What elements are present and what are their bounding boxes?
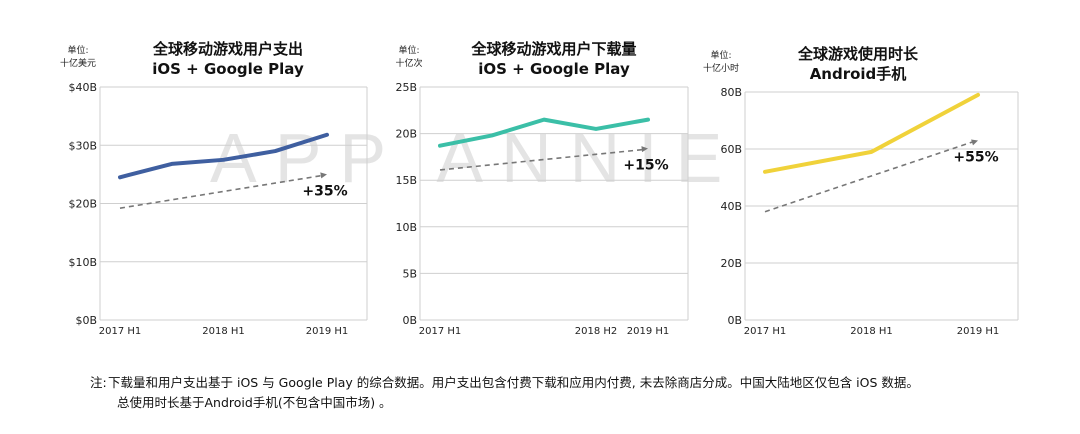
y-tick-label: 60B — [720, 143, 742, 156]
note-line-1: 下载量和用户支出基于 iOS 与 Google Play 的综合数据。用户支出包… — [108, 375, 919, 390]
unit-label: 单位: — [710, 49, 731, 61]
trend-line — [439, 148, 645, 171]
unit-label: 十亿次 — [395, 57, 422, 69]
chart-subtitle: iOS + Google Play — [478, 60, 630, 78]
y-tick-label: 20B — [395, 128, 417, 141]
chart-title: 全球移动游戏用户支出 — [152, 40, 303, 58]
y-tick-label: 20B — [720, 257, 742, 270]
y-tick-label: $10B — [68, 256, 97, 269]
chart-title: 全球游戏使用时长 — [797, 45, 919, 63]
y-tick-label: 25B — [395, 81, 417, 94]
unit-label: 十亿小时 — [703, 62, 739, 74]
x-tick-label: 2017 H1 — [419, 326, 462, 337]
series-line — [763, 92, 980, 174]
y-tick-label: 0B — [727, 314, 742, 327]
trend-label: +15% — [623, 158, 668, 174]
y-tick-label: $20B — [68, 198, 97, 211]
x-tick-label: 2019 H1 — [306, 326, 349, 337]
x-tick-label: 2019 H1 — [957, 326, 1000, 337]
unit-label: 十亿美元 — [60, 57, 96, 69]
y-tick-label: 10B — [395, 221, 417, 234]
note-label: 注: — [90, 375, 107, 390]
x-tick-label: 2018 H2 — [575, 326, 618, 337]
unit-label: 单位: — [67, 44, 88, 56]
y-tick-label: $30B — [68, 139, 97, 152]
chart-title: 全球移动游戏用户下载量 — [470, 40, 636, 58]
trend-label: +35% — [302, 183, 347, 199]
trend-line — [119, 174, 324, 209]
y-tick-label: 80B — [720, 86, 742, 99]
chart-subtitle: iOS + Google Play — [152, 60, 304, 78]
chart-subtitle: Android手机 — [810, 65, 907, 83]
y-tick-label: 5B — [402, 267, 417, 280]
y-tick-label: 40B — [720, 200, 742, 213]
x-tick-label: 2017 H1 — [99, 326, 142, 337]
y-tick-label: $0B — [75, 314, 97, 327]
y-tick-label: 15B — [395, 174, 417, 187]
trend-label: +55% — [953, 149, 998, 165]
series-line — [438, 117, 650, 148]
y-tick-label: 0B — [402, 314, 417, 327]
x-tick-label: 2017 H1 — [744, 326, 787, 337]
series-line — [118, 132, 329, 180]
trend-arrowhead — [971, 139, 978, 146]
trend-line — [764, 140, 975, 213]
note-line-2: 总使用时长基于Android手机(不包含中国市场) 。 — [117, 395, 392, 410]
x-tick-label: 2018 H1 — [202, 326, 245, 337]
y-tick-label: $40B — [68, 81, 97, 94]
x-tick-label: 2019 H1 — [627, 326, 670, 337]
unit-label: 单位: — [398, 44, 419, 56]
x-tick-label: 2018 H1 — [850, 326, 893, 337]
watermark: APP ANNIE — [210, 119, 741, 197]
trend-arrowhead — [320, 172, 327, 179]
trend-arrowhead — [641, 146, 648, 153]
